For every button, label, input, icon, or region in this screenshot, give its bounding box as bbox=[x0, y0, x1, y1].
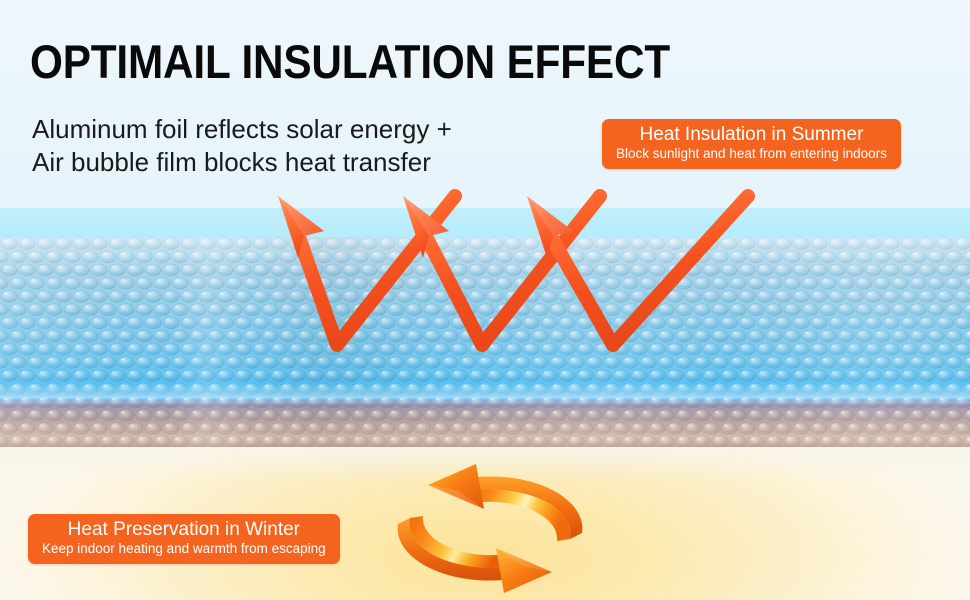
summer-badge-subtitle: Block sunlight and heat from entering in… bbox=[616, 146, 887, 161]
circular-arrows-icon bbox=[397, 464, 583, 593]
reflection-ray-1 bbox=[278, 189, 462, 352]
cream-edge-fade bbox=[0, 447, 970, 481]
summer-badge-title: Heat Insulation in Summer bbox=[639, 124, 864, 145]
reflection-ray-3 bbox=[527, 189, 755, 352]
cyan-air-band bbox=[0, 208, 970, 238]
cycle-arrow-upper bbox=[428, 464, 583, 541]
subtitle: Aluminum foil reflects solar energy + Ai… bbox=[32, 113, 452, 179]
page-title: OPTIMAIL INSULATION EFFECT bbox=[30, 35, 670, 88]
summer-insulation-badge: Heat Insulation in Summer Block sunlight… bbox=[602, 119, 901, 169]
cycle-arrow-lower bbox=[397, 516, 552, 593]
subtitle-line-1: Aluminum foil reflects solar energy + bbox=[32, 114, 452, 144]
winter-badge-title: Heat Preservation in Winter bbox=[67, 519, 300, 540]
sky-background-band bbox=[0, 0, 970, 208]
winter-preservation-badge: Heat Preservation in Winter Keep indoor … bbox=[28, 514, 340, 564]
winter-badge-subtitle: Keep indoor heating and warmth from esca… bbox=[42, 541, 326, 556]
subtitle-line-2: Air bubble film blocks heat transfer bbox=[32, 147, 431, 177]
